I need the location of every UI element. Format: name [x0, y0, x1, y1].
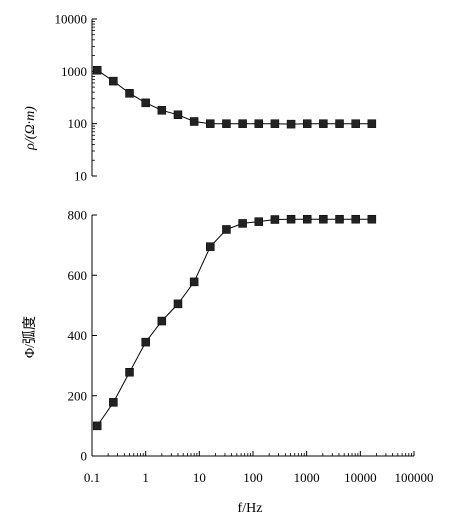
top-data-point [189, 117, 199, 126]
bottom-data-point [335, 214, 344, 224]
bottom-data-point [141, 337, 150, 347]
top-data-point [270, 119, 280, 128]
top-data-point [222, 119, 231, 128]
bottom-data-point [238, 219, 247, 228]
bottom-data-point [189, 277, 199, 287]
x-tick-label: 0.1 [84, 470, 100, 485]
bottom-data-point [319, 214, 328, 224]
top-y-axis-title: ρ/(Ω·m) [23, 106, 38, 151]
bottom-data-point [351, 214, 360, 224]
top-y-tick-label: 10000 [55, 12, 88, 27]
bottom-series-line [96, 218, 372, 427]
top-data-point [351, 119, 360, 128]
bottom-data-point [254, 217, 264, 226]
top-y-tick-label: 1000 [61, 64, 87, 79]
bottom-data-point [286, 214, 296, 224]
phase-panel: 0 200 400 600 800 0.1 1 10 100 1000 10000 100000 [68, 208, 434, 486]
top-y-tick-label: 100 [68, 116, 88, 131]
bottom-y-tick-label: 0 [81, 449, 88, 464]
x-axis-title: f/Hz [238, 501, 263, 516]
bottom-data-point [222, 225, 231, 234]
bottom-y-tick-label: 600 [68, 268, 88, 283]
top-data-point [125, 89, 134, 98]
top-data-point [92, 65, 102, 75]
bottom-data-point [302, 214, 312, 224]
bottom-data-point [173, 299, 183, 309]
bottom-data-point [125, 368, 134, 377]
resistivity-panel: 10 100 1000 10000 [55, 12, 377, 184]
top-data-point [367, 119, 377, 128]
bottom-data-point [109, 398, 118, 407]
top-data-point [206, 119, 215, 128]
top-data-point [286, 119, 296, 129]
top-data-point [173, 110, 183, 120]
top-data-point [319, 119, 328, 128]
bottom-y-tick-label: 400 [68, 328, 88, 343]
x-tick-label: 100 [243, 470, 263, 485]
bottom-data-point [92, 421, 102, 431]
x-tick-label: 10000 [344, 470, 377, 485]
bottom-y-axis-title: Φ/弧度 [22, 316, 38, 358]
bottom-data-point [157, 316, 167, 326]
top-data-point [157, 106, 167, 115]
top-series-line [96, 69, 372, 125]
top-y-tick-label: 10 [74, 169, 87, 184]
x-tick-label: 100000 [395, 470, 434, 485]
top-data-point [238, 119, 247, 128]
x-tick-label: 1 [142, 470, 149, 485]
x-tick-label: 1000 [294, 470, 320, 485]
top-data-point [254, 119, 264, 128]
top-data-point [141, 98, 150, 108]
bottom-data-point [206, 242, 215, 251]
top-data-point [302, 119, 312, 128]
top-data-point [335, 119, 344, 128]
bottom-data-point [367, 214, 377, 224]
bottom-y-tick-label: 800 [68, 208, 88, 223]
bottom-y-tick-label: 200 [68, 388, 88, 403]
bottom-data-point [270, 215, 280, 224]
top-data-point [109, 76, 118, 86]
x-tick-label: 10 [193, 470, 206, 485]
